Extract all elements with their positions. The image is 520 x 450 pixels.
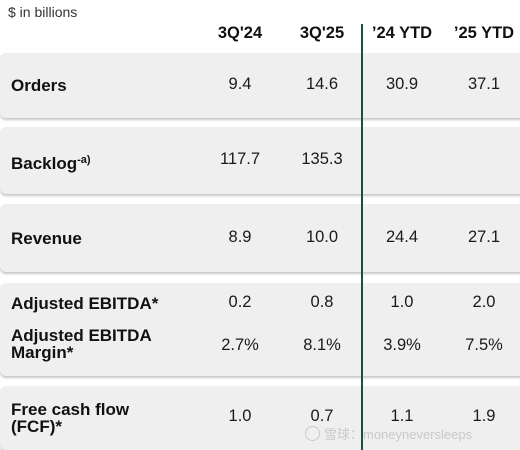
ytd-divider	[361, 24, 363, 450]
row-label: Backlog-a)	[11, 152, 91, 172]
row-backlog: Backlog-a) 117.7 135.3	[0, 127, 520, 194]
row-label-adjusted-ebitda: Adjusted EBITDA*	[11, 294, 159, 313]
row-group-adjusted-ebitda: Adjusted EBITDA* 0.2 0.8 1.0 2.0 Adjuste…	[0, 283, 520, 376]
cell-24-ytd: 3.9%	[383, 336, 421, 354]
cell-3q25: 0.8	[310, 293, 334, 311]
row-free-cash-flow: Free cash flow (FCF)* 1.0 0.7 1.1 1.9	[0, 386, 520, 450]
column-header-24-ytd: ’24 YTD	[371, 24, 433, 42]
cell-24-ytd: 30.9	[385, 75, 419, 93]
row-label-line1: Adjusted EBITDA	[11, 326, 152, 345]
row-label-line1: Free cash flow	[11, 400, 130, 419]
row-label: Revenue	[11, 229, 82, 248]
watermark-icon	[305, 426, 320, 441]
cell-3q25: 135.3	[301, 150, 343, 168]
column-header-3q24: 3Q'24	[217, 24, 263, 42]
cell-25-ytd: 7.5%	[465, 336, 503, 354]
cell-24-ytd: 1.1	[390, 407, 414, 425]
cell-3q24: 2.7%	[221, 336, 259, 354]
cell-3q24: 117.7	[219, 150, 261, 168]
row-orders: Orders 9.4 14.6 30.9 37.1	[0, 53, 520, 118]
cell-3q25: 0.7	[310, 407, 334, 425]
row-revenue: Revenue 8.9 10.0 24.4 27.1	[0, 204, 520, 272]
units-label: $ in billions	[8, 4, 78, 20]
row-label: Free cash flow (FCF)*	[11, 401, 129, 435]
watermark-text: 雪球：moneyneversleeps	[324, 427, 473, 442]
row-label-line2: (FCF)*	[11, 417, 62, 436]
cell-25-ytd: 27.1	[467, 228, 501, 246]
row-label-adjusted-ebitda-margin: Adjusted EBITDA Margin*	[11, 327, 152, 361]
cell-3q25: 10.0	[305, 228, 339, 246]
cell-3q24: 8.9	[228, 228, 252, 246]
footnote-marker: -a)	[77, 154, 91, 166]
cell-25-ytd: 37.1	[467, 75, 501, 93]
cell-3q25: 14.6	[305, 75, 339, 93]
cell-25-ytd: 2.0	[472, 293, 496, 311]
column-header-25-ytd: ’25 YTD	[453, 24, 515, 42]
row-label-text: Backlog	[11, 154, 78, 173]
cell-3q25: 8.1%	[303, 336, 341, 354]
cell-3q24: 9.4	[228, 75, 252, 93]
row-label: Orders	[11, 76, 67, 95]
cell-3q24: 0.2	[228, 293, 252, 311]
cell-3q24: 1.0	[228, 407, 252, 425]
watermark: 雪球：moneyneversleeps	[305, 424, 472, 443]
cell-25-ytd: 1.9	[472, 407, 496, 425]
column-header-3q25: 3Q'25	[299, 24, 345, 42]
cell-24-ytd: 1.0	[390, 293, 414, 311]
cell-24-ytd: 24.4	[385, 228, 419, 246]
row-label-line2: Margin*	[11, 343, 74, 362]
